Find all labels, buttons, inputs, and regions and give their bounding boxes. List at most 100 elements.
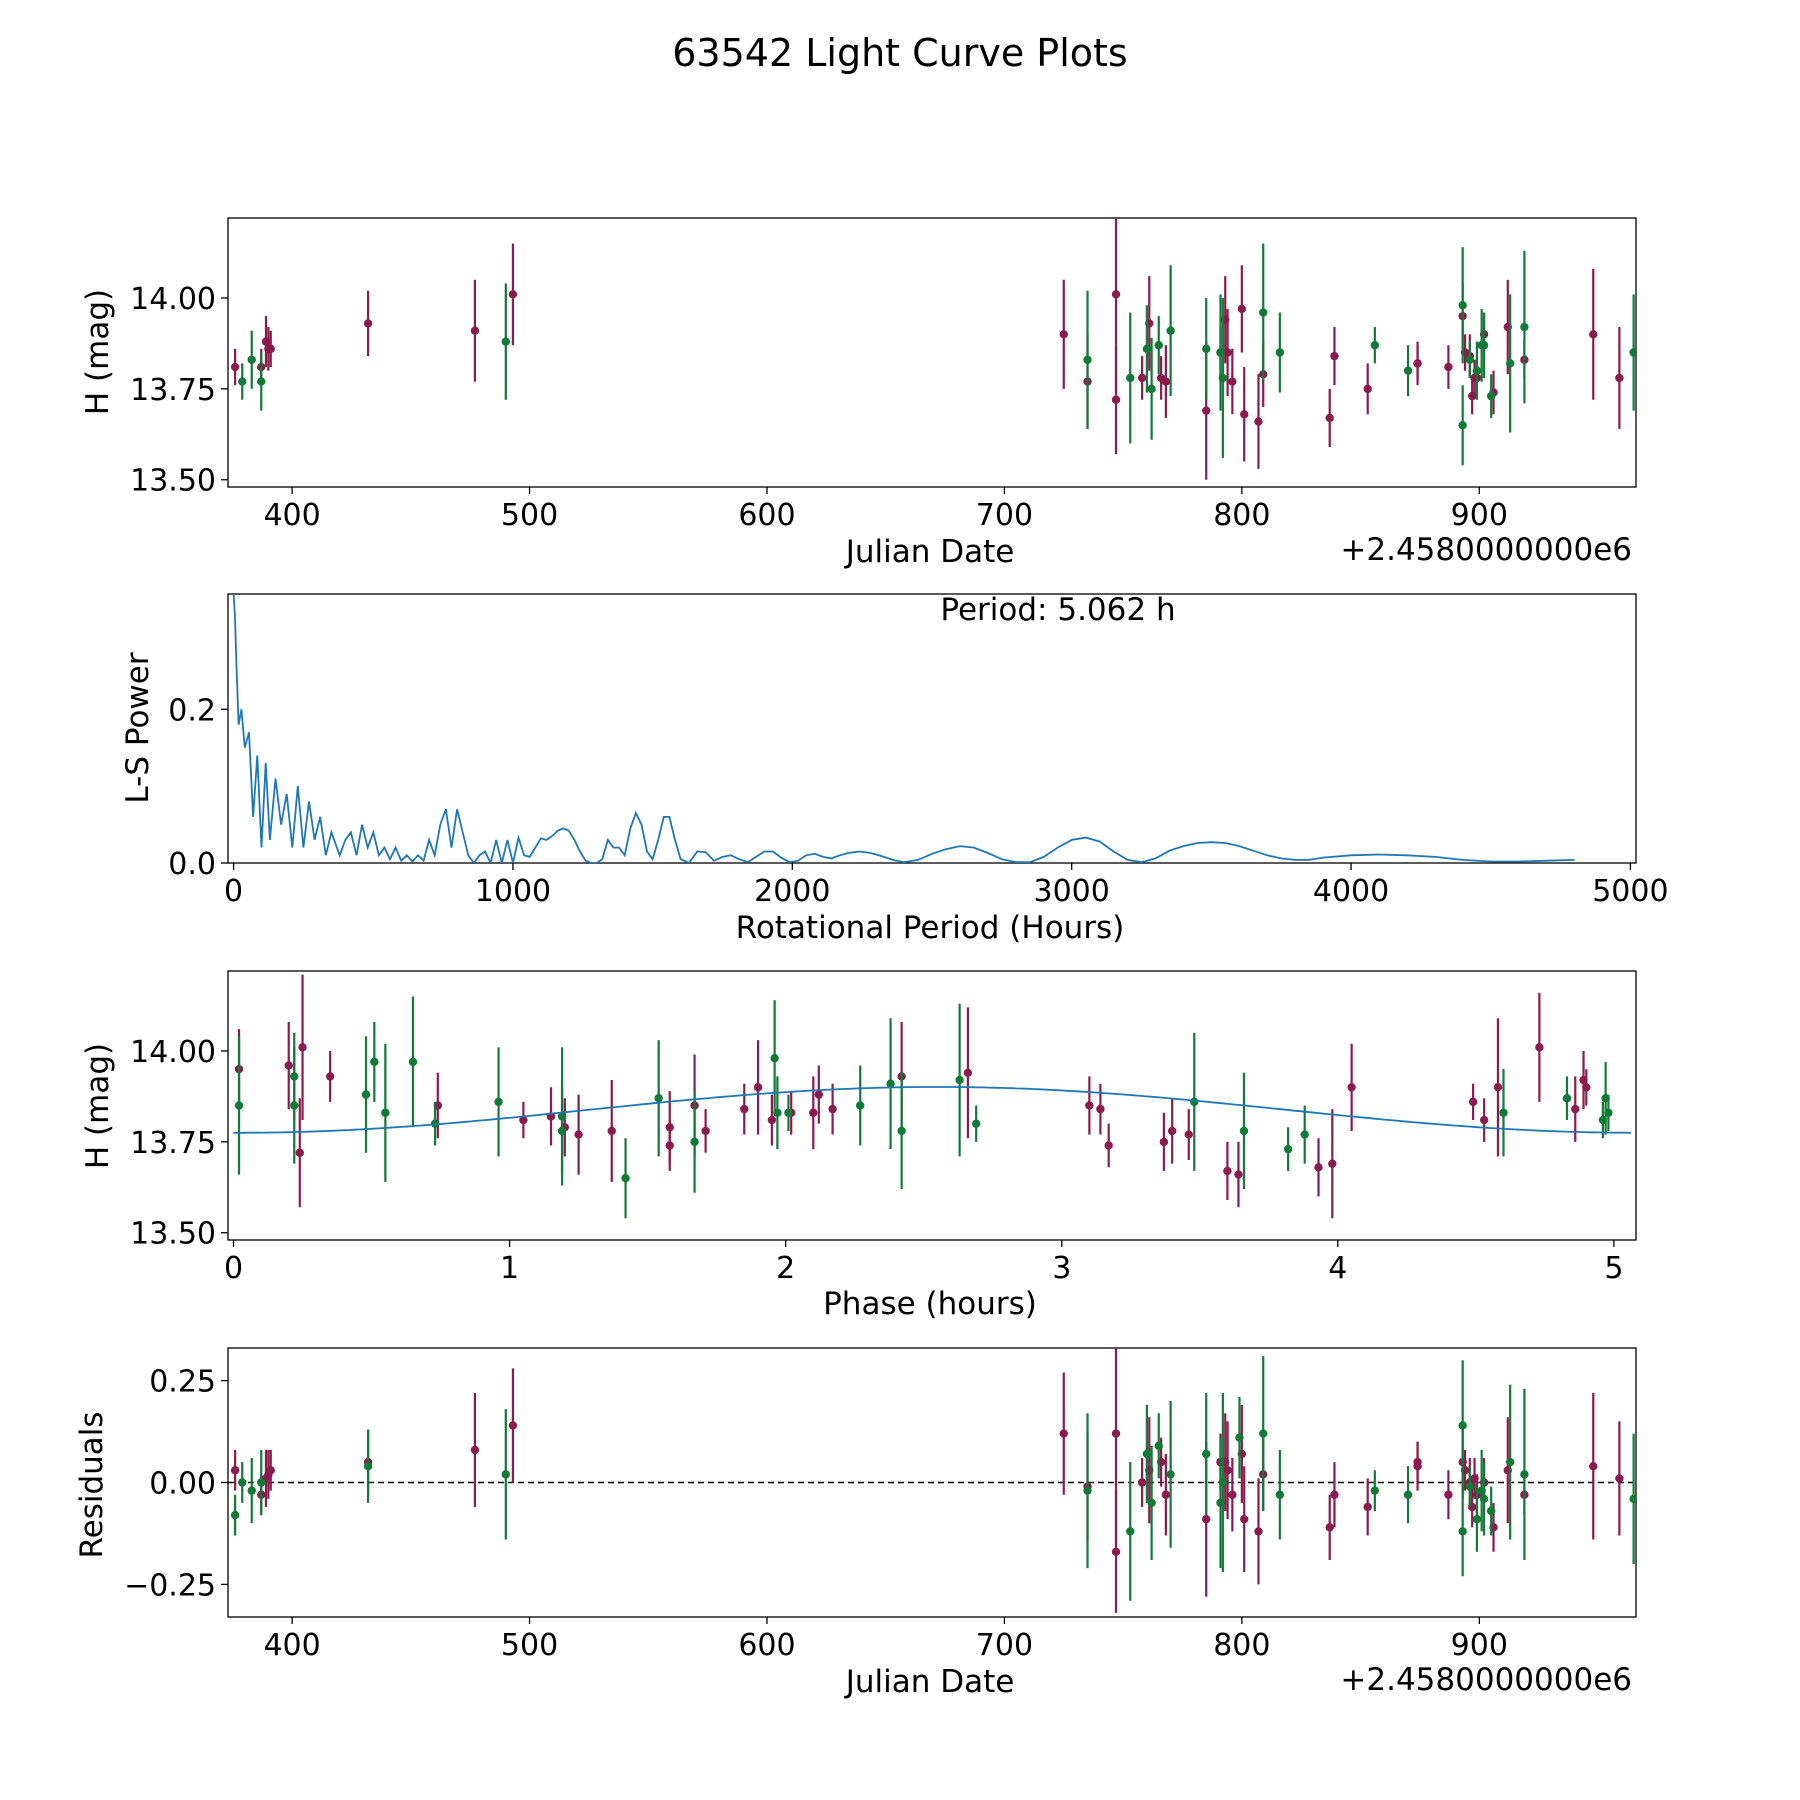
data-point [1228,377,1237,386]
panel-periodogram-marks [232,594,1575,863]
data-point [963,1068,973,1077]
data-point [1190,1097,1199,1107]
panel-residuals-xlabel: Julian Date [844,1664,1015,1700]
data-point [363,1461,373,1471]
data-point [1499,1108,1508,1117]
data-point [230,1466,240,1475]
data-point [1111,395,1121,404]
data-point [238,377,247,386]
data-point [1363,384,1372,394]
model-fit-line [233,1086,1632,1134]
x-tick-label: 600 [738,1628,795,1663]
data-point [1137,373,1147,383]
x-tick-label: 900 [1451,1628,1508,1663]
x-tick-label: 700 [976,498,1033,533]
data-point [1505,1457,1515,1467]
data-point [701,1126,710,1136]
data-point [470,326,480,335]
data-point [1629,348,1636,357]
panel-light-curve: 400 500 600 700 800 900 13.50 13.75 14.00 Julian… [80,217,1637,570]
data-point [1223,1166,1232,1176]
data-point [1458,1527,1467,1536]
data-point [1111,1429,1121,1438]
data-point [1444,1490,1453,1499]
x-tick-label: 2 [776,1251,795,1286]
data-point [266,344,275,354]
data-point [1328,1159,1337,1168]
y-tick-label: 13.50 [130,1217,216,1252]
y-tick-label: 13.75 [130,373,216,408]
panel-phased-frame [227,970,1637,1241]
data-point [1237,304,1247,314]
data-point [295,1148,304,1157]
data-point [1283,1144,1293,1154]
data-point [955,1075,964,1085]
data-point [1363,1502,1372,1512]
y-tick-label: 0.00 [149,1467,216,1502]
data-point [1479,1115,1489,1125]
data-point [1275,348,1285,357]
data-point [1111,290,1121,299]
data-point [234,1101,244,1110]
data-point [828,1104,837,1114]
data-point [1465,355,1474,364]
data-point [1403,366,1413,375]
x-tick-label: 400 [263,498,320,533]
data-point [1370,341,1380,350]
data-point [1468,1097,1478,1107]
data-point [1629,1494,1636,1504]
data-point [1161,377,1171,386]
data-point [1444,362,1453,372]
data-point [1535,1043,1544,1052]
data-point [1370,1486,1380,1495]
panel-residuals-ylabel: Residuals [74,1411,110,1558]
data-point [230,362,240,372]
data-point [753,1083,763,1092]
data-point [773,1108,782,1117]
data-point [1104,1141,1113,1150]
data-point [784,1108,793,1117]
x-tick-label: 500 [501,498,558,533]
data-point [1202,344,1211,354]
x-tick-label: 2000 [754,874,830,909]
panel-periodogram-xlabel: Rotational Period (Hours) [736,910,1125,946]
y-tick-label: 13.75 [130,1126,216,1161]
data-point [654,1094,663,1103]
data-point [1615,1474,1624,1483]
data-point [1154,341,1163,350]
data-point [1137,1478,1147,1487]
data-point [1142,1449,1152,1459]
data-point [1571,1104,1580,1114]
data-point [325,1072,335,1081]
data-point [1589,1461,1598,1471]
periodogram-line [232,594,1575,863]
data-point [370,1057,379,1067]
data-point [257,377,266,386]
data-point [1254,1527,1263,1536]
data-point [1472,1514,1482,1524]
data-point [557,1126,567,1136]
data-point [897,1126,906,1136]
data-point [1083,355,1092,364]
data-point [1493,1083,1503,1092]
scatter-series-group [230,1348,1636,1613]
data-point [1154,1441,1163,1451]
data-point [1059,330,1068,339]
data-point [1218,373,1228,383]
x-tick-label: 500 [501,1628,558,1663]
y-tick-label: 13.50 [130,464,216,499]
data-point [1085,1101,1094,1110]
data-point [298,1043,307,1052]
data-point [1562,1094,1572,1103]
data-point [809,1108,818,1117]
data-point [247,355,256,364]
data-point [519,1115,528,1125]
data-point [1147,384,1156,394]
panel-phased: 0 1 2 3 4 5 13.50 13.75 14.00 Phase (hours) H (m… [80,970,1637,1322]
x-tick-label: 600 [738,498,795,533]
x-tick-label: 1000 [475,874,551,909]
data-point [1239,1126,1249,1136]
scatter-series-group [230,218,1636,480]
